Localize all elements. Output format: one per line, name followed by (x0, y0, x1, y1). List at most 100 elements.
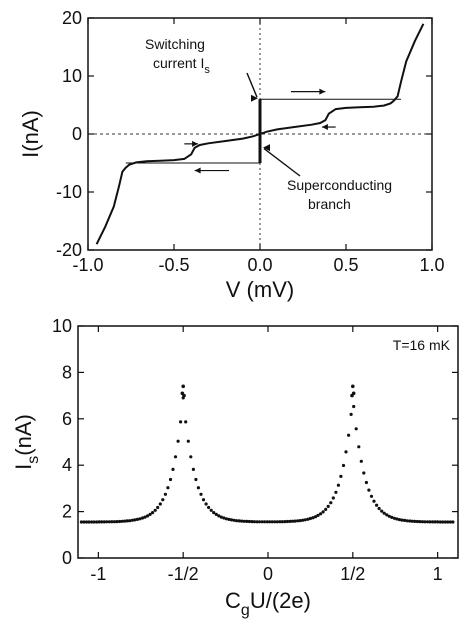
x-tick-label: 0.5 (333, 255, 358, 275)
x-tick-label: -0.5 (158, 255, 189, 275)
data-point (357, 445, 361, 449)
data-point (400, 518, 404, 522)
data-point (105, 520, 109, 524)
data-point (219, 515, 223, 519)
x-axis-label-rest: U/(2e) (250, 588, 311, 613)
data-point (324, 507, 328, 511)
data-point (395, 517, 399, 521)
data-point (232, 518, 236, 522)
x-tick-label: 1.0 (419, 255, 444, 275)
data-point (306, 517, 310, 521)
data-point (278, 520, 282, 524)
data-point (179, 420, 183, 424)
y-tick-label: 6 (62, 409, 72, 429)
temperature-annotation: T=16 mK (393, 337, 451, 353)
data-point (428, 520, 432, 524)
data-point (176, 439, 180, 443)
data-point (242, 519, 246, 523)
y-tick-label: 0 (62, 548, 72, 568)
data-point (133, 518, 137, 522)
data-point (448, 520, 452, 524)
data-point (301, 518, 305, 522)
data-point (331, 496, 335, 500)
data-point (250, 520, 254, 524)
data-point (265, 520, 269, 524)
data-point (87, 520, 91, 524)
data-point (438, 520, 442, 524)
data-point (443, 520, 447, 524)
direction-arrow-head (321, 124, 328, 131)
y-tick-label: 20 (62, 8, 82, 28)
y-axis-label: Is(nA) (11, 414, 42, 470)
data-point (270, 520, 274, 524)
data-point (268, 520, 272, 524)
y-axis-label-subscript: s (25, 456, 42, 464)
iv-curve-panel: -1.0 -0.5 0.0 0.5 1.0 -20 -10 0 10 20 V (mV) I(nA) S… (18, 8, 445, 302)
data-point (161, 498, 165, 502)
data-point (191, 467, 195, 471)
data-point (397, 518, 402, 522)
data-point (130, 518, 134, 522)
plot-frame (77, 325, 459, 559)
data-point (110, 520, 114, 524)
data-point (392, 516, 396, 520)
data-point (163, 492, 167, 496)
data-point (339, 474, 343, 478)
data-point (125, 519, 129, 523)
data-point (377, 506, 381, 511)
data-point (107, 520, 111, 524)
data-point (380, 509, 384, 513)
data-point (283, 520, 287, 524)
data-point (313, 515, 318, 519)
data-point (413, 519, 417, 524)
data-point (308, 516, 312, 521)
data-point (209, 508, 213, 512)
data-point (349, 412, 353, 416)
data-point (182, 393, 186, 398)
data-point (347, 433, 351, 437)
data-point (92, 520, 96, 524)
data-point (135, 517, 139, 522)
data-point (321, 510, 325, 514)
data-point (418, 520, 422, 524)
y-tick-label: 0 (72, 124, 82, 144)
x-axis-label-subscript: g (241, 602, 250, 619)
data-point (364, 480, 368, 485)
data-point (385, 513, 389, 517)
data-point (146, 514, 150, 518)
data-point (158, 502, 162, 506)
x-tick-label: -1 (90, 564, 106, 584)
data-point (115, 520, 119, 524)
data-point (102, 520, 106, 524)
data-point (390, 515, 394, 520)
data-point (222, 516, 226, 520)
data-point (100, 520, 104, 524)
direction-arrow-head (319, 88, 326, 95)
data-point (441, 520, 445, 524)
data-point (224, 517, 228, 521)
data-point (375, 503, 379, 507)
data-point (257, 520, 262, 524)
y-tick-label: 4 (62, 455, 72, 475)
data-point (298, 519, 302, 523)
superconducting-branch-pointer-head (263, 144, 270, 152)
y-tick-label: 8 (62, 362, 72, 382)
y-tick-label: 10 (52, 316, 72, 336)
data-point (204, 502, 208, 506)
data-point (82, 520, 86, 524)
data-point (408, 519, 412, 523)
data-point (214, 512, 218, 517)
data-point (431, 520, 435, 524)
y-tick-label: -20 (56, 240, 82, 260)
switching-current-annotation-line2: current Is (153, 55, 210, 76)
data-point (350, 393, 354, 398)
data-point (84, 520, 89, 524)
data-point (280, 520, 284, 524)
data-point (372, 499, 376, 503)
data-point (423, 520, 427, 524)
data-point (263, 520, 267, 524)
y-axis-label-rest: (nA) (11, 414, 36, 456)
data-point (288, 519, 292, 524)
data-point (79, 520, 83, 524)
